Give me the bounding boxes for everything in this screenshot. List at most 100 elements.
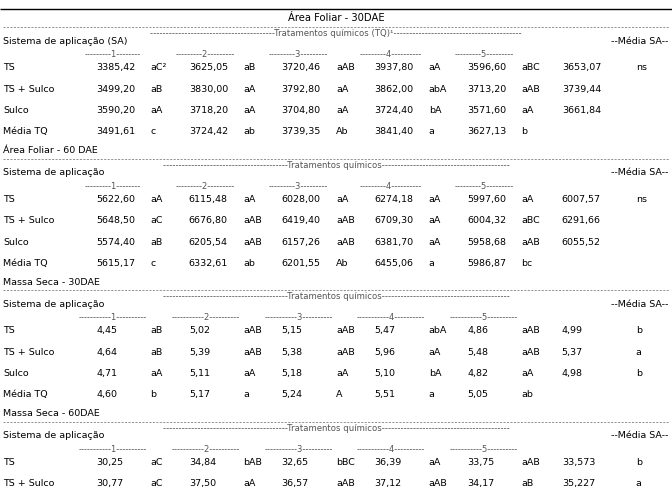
Text: Sistema de aplicação: Sistema de aplicação [3,300,105,309]
Text: Massa Seca - 30DAE: Massa Seca - 30DAE [3,278,100,287]
Text: TS: TS [3,195,15,204]
Text: Média TQ: Média TQ [3,390,48,399]
Text: 34,84: 34,84 [189,458,216,467]
Text: 3718,20: 3718,20 [189,106,228,115]
Text: aB: aB [243,63,255,72]
Text: aAB: aAB [243,216,262,225]
Text: aBC: aBC [521,216,540,225]
Text: 36,57: 36,57 [282,479,308,488]
Text: aA: aA [151,369,163,378]
Text: aC: aC [151,458,163,467]
Text: 5,96: 5,96 [374,348,395,357]
Text: 3627,13: 3627,13 [467,127,506,136]
Text: -----------3----------: -----------3---------- [264,313,333,322]
Text: ----------------------------------------Tratamentos químicos (TQ)¹--------------: ----------------------------------------… [150,29,522,38]
Text: a: a [429,259,435,268]
Text: 3739,44: 3739,44 [562,85,601,94]
Text: aA: aA [243,479,255,488]
Text: Sulco: Sulco [3,238,29,247]
Text: a: a [243,390,249,399]
Text: 6201,55: 6201,55 [282,259,321,268]
Text: 3862,00: 3862,00 [374,85,413,94]
Text: 5,38: 5,38 [282,348,302,357]
Text: c: c [151,259,156,268]
Text: 6028,00: 6028,00 [282,195,321,204]
Text: ---------4----------: ---------4---------- [360,182,422,191]
Text: 6291,66: 6291,66 [562,216,601,225]
Text: 6055,52: 6055,52 [562,238,601,247]
Text: Ab: Ab [336,127,349,136]
Text: aA: aA [336,369,348,378]
Text: -----------5----------: -----------5---------- [450,313,518,322]
Text: 32,65: 32,65 [282,458,308,467]
Text: 33,573: 33,573 [562,458,595,467]
Text: TS + Sulco: TS + Sulco [3,479,54,488]
Text: 3704,80: 3704,80 [282,106,321,115]
Text: aB: aB [151,326,163,335]
Text: aB: aB [151,348,163,357]
Text: aAB: aAB [336,238,355,247]
Text: 5,10: 5,10 [374,369,395,378]
Text: ---------5---------: ---------5--------- [454,182,513,191]
Text: 5,24: 5,24 [282,390,302,399]
Text: 6115,48: 6115,48 [189,195,228,204]
Text: --Média SA--: --Média SA-- [612,431,669,440]
Text: --Média SA--: --Média SA-- [612,168,669,177]
Text: ---------3---------: ---------3--------- [269,50,328,59]
Text: bc: bc [521,259,533,268]
Text: aC: aC [151,479,163,488]
Text: aAB: aAB [521,458,540,467]
Text: ---------5---------: ---------5--------- [454,50,513,59]
Text: 6205,54: 6205,54 [189,238,228,247]
Text: ----------------------------------------Tratamentos químicos--------------------: ----------------------------------------… [163,424,509,433]
Text: 5,15: 5,15 [282,326,302,335]
Text: Sulco: Sulco [3,106,29,115]
Text: 6007,57: 6007,57 [562,195,601,204]
Text: ---------2---------: ---------2--------- [176,182,235,191]
Text: aA: aA [521,369,534,378]
Text: a: a [636,479,642,488]
Text: 5615,17: 5615,17 [96,259,135,268]
Text: TS: TS [3,63,15,72]
Text: 5,17: 5,17 [189,390,210,399]
Text: 5622,60: 5622,60 [96,195,135,204]
Text: 5986,87: 5986,87 [467,259,506,268]
Text: ---------3---------: ---------3--------- [269,182,328,191]
Text: ns: ns [636,63,646,72]
Text: aA: aA [336,106,348,115]
Text: ---------1--------: ---------1-------- [85,50,141,59]
Text: 3724,42: 3724,42 [189,127,228,136]
Text: 6274,18: 6274,18 [374,195,413,204]
Text: 3792,80: 3792,80 [282,85,321,94]
Text: b: b [636,458,642,467]
Text: 3830,00: 3830,00 [189,85,228,94]
Text: Ab: Ab [336,259,349,268]
Text: aB: aB [521,479,534,488]
Text: aAB: aAB [521,326,540,335]
Text: 3720,46: 3720,46 [282,63,321,72]
Text: 6381,70: 6381,70 [374,238,413,247]
Text: 5574,40: 5574,40 [96,238,135,247]
Text: 6157,26: 6157,26 [282,238,321,247]
Text: 5,05: 5,05 [467,390,488,399]
Text: TS + Sulco: TS + Sulco [3,85,54,94]
Text: aA: aA [521,195,534,204]
Text: aA: aA [243,369,255,378]
Text: 4,82: 4,82 [467,369,488,378]
Text: 4,45: 4,45 [96,326,117,335]
Text: -----------1----------: -----------1---------- [79,445,147,454]
Text: 3724,40: 3724,40 [374,106,413,115]
Text: 3841,40: 3841,40 [374,127,413,136]
Text: Massa Seca - 60DAE: Massa Seca - 60DAE [3,409,100,418]
Text: -----------2----------: -----------2---------- [171,313,240,322]
Text: ns: ns [636,195,646,204]
Text: -----------4----------: -----------4---------- [357,313,425,322]
Text: b: b [636,369,642,378]
Text: 3385,42: 3385,42 [96,63,135,72]
Text: 5,37: 5,37 [562,348,583,357]
Text: ----------------------------------------Tratamentos químicos--------------------: ----------------------------------------… [163,292,509,301]
Text: TS: TS [3,458,15,467]
Text: 6332,61: 6332,61 [189,259,228,268]
Text: TS + Sulco: TS + Sulco [3,348,54,357]
Text: 3713,20: 3713,20 [467,85,506,94]
